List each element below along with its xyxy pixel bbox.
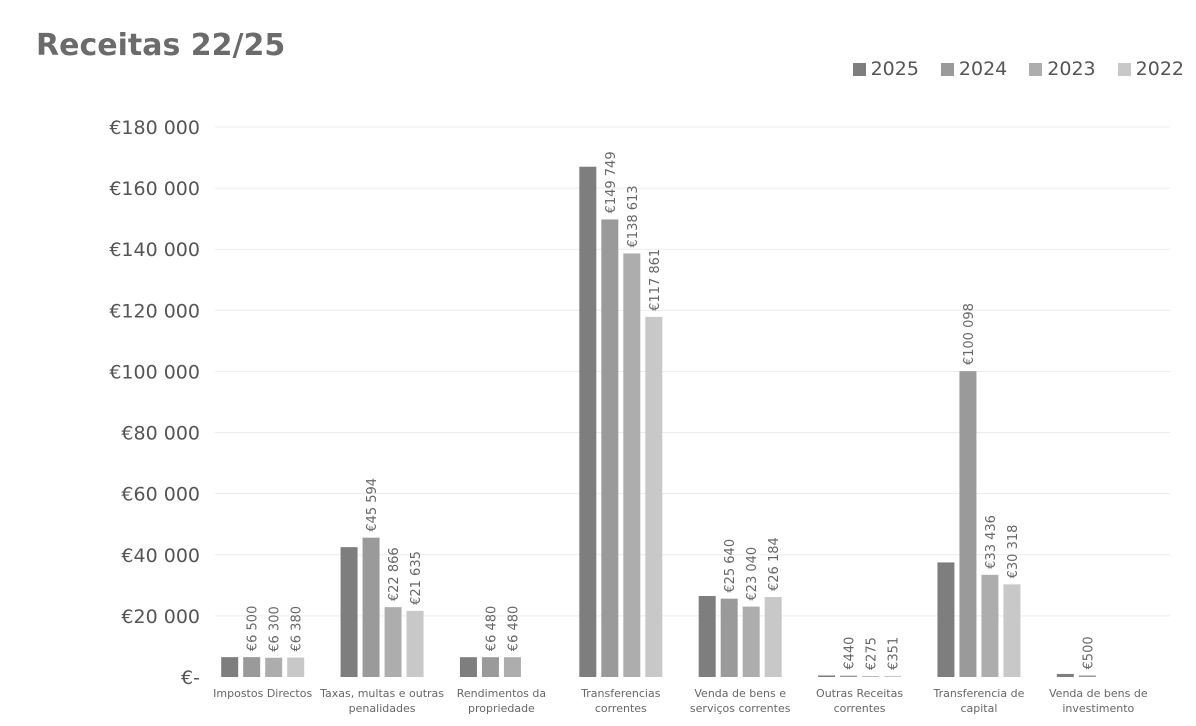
bar-2023 xyxy=(265,657,283,677)
x-tick-label: Impostos Directos xyxy=(213,687,312,700)
bar-2024 xyxy=(720,598,738,677)
bar-2025 xyxy=(698,596,716,677)
bar-2024 xyxy=(840,675,858,677)
data-label: €440 xyxy=(843,637,858,670)
legend-label: 2025 xyxy=(870,58,919,80)
legend-item-2025: 2025 xyxy=(852,58,919,80)
bar-2023 xyxy=(981,574,999,677)
data-label: €6 300 xyxy=(268,606,283,652)
bar-2022 xyxy=(884,675,902,677)
bar-2022 xyxy=(406,610,424,677)
x-tick-label: Venda de bens de xyxy=(1049,687,1148,700)
bar-2023 xyxy=(384,607,402,677)
x-tick-label: correntes xyxy=(595,702,647,715)
data-label: €30 318 xyxy=(1006,525,1021,579)
bar-2025 xyxy=(221,657,239,677)
chart-title: Receitas 22/25 xyxy=(36,28,286,63)
legend-item-2023: 2023 xyxy=(1029,58,1096,80)
legend: 2025 2024 2023 2022 xyxy=(852,58,1184,80)
y-tick-label: €- xyxy=(181,667,200,689)
bar-2023 xyxy=(503,657,521,677)
data-label: €22 866 xyxy=(387,547,402,601)
legend-label: 2023 xyxy=(1047,58,1096,80)
x-tick-label: propriedade xyxy=(468,702,535,715)
data-label: €149 749 xyxy=(604,151,619,213)
legend-swatch xyxy=(852,62,866,76)
legend-swatch xyxy=(1117,62,1131,76)
data-label: €21 635 xyxy=(409,551,424,605)
bar-2022 xyxy=(1003,584,1021,677)
bar-2022 xyxy=(645,316,663,677)
legend-label: 2024 xyxy=(958,58,1008,80)
data-label: €500 xyxy=(1081,636,1096,669)
data-label: €6 480 xyxy=(506,606,521,652)
y-tick-label: €80 000 xyxy=(121,423,200,445)
x-tick-label: capital xyxy=(960,702,997,715)
bar-2024 xyxy=(243,657,261,677)
bar-2025 xyxy=(1056,673,1074,677)
bar-2024 xyxy=(601,219,619,678)
legend-label: 2022 xyxy=(1135,58,1184,80)
bar-2025 xyxy=(459,657,477,677)
bar-2025 xyxy=(937,562,955,677)
bar-2023 xyxy=(862,676,880,677)
x-tick-label: Rendimentos da xyxy=(457,687,546,700)
y-tick-label: €140 000 xyxy=(109,239,200,261)
bar-2024 xyxy=(1078,675,1096,677)
data-label: €45 594 xyxy=(365,478,380,532)
legend-swatch xyxy=(940,62,954,76)
bar-2024 xyxy=(481,657,499,677)
data-label: €6 500 xyxy=(246,606,261,652)
legend-swatch xyxy=(1029,62,1043,76)
x-tick-label: Transferencia de xyxy=(933,687,1025,700)
bar-2025 xyxy=(818,675,836,677)
x-tick-label: Transferencias xyxy=(580,687,661,700)
data-label: €33 436 xyxy=(984,515,999,569)
x-tick-label: Outras Receitas xyxy=(816,687,903,700)
y-tick-label: €180 000 xyxy=(109,117,200,139)
data-label: €351 xyxy=(887,637,902,670)
bar-2022 xyxy=(287,657,305,677)
data-label: €6 380 xyxy=(290,606,305,652)
y-tick-label: €60 000 xyxy=(121,484,200,506)
data-label: €138 613 xyxy=(626,185,641,247)
data-label: €100 098 xyxy=(962,303,977,365)
bar-2024 xyxy=(959,371,977,677)
x-tick-label: penalidades xyxy=(349,702,416,715)
y-tick-label: €20 000 xyxy=(121,606,200,628)
data-label: €6 480 xyxy=(484,606,499,652)
y-tick-label: €40 000 xyxy=(121,545,200,567)
bar-2023 xyxy=(742,606,760,677)
data-label: €26 184 xyxy=(767,537,782,591)
x-tick-label: investimento xyxy=(1062,702,1134,715)
x-tick-label: Taxas, multas e outras xyxy=(319,687,444,700)
legend-item-2024: 2024 xyxy=(940,58,1008,80)
data-label: €25 640 xyxy=(723,539,738,593)
bar-2025 xyxy=(340,547,358,677)
bar-2025 xyxy=(579,166,597,677)
data-label: €117 861 xyxy=(648,249,663,311)
y-tick-label: €120 000 xyxy=(109,300,200,322)
x-tick-label: serviços correntes xyxy=(690,702,791,715)
y-tick-label: €160 000 xyxy=(109,178,200,200)
data-label: €23 040 xyxy=(745,547,760,601)
bar-2023 xyxy=(623,253,641,678)
data-label: €275 xyxy=(865,637,880,670)
y-tick-label: €100 000 xyxy=(109,361,200,383)
x-tick-label: correntes xyxy=(834,702,886,715)
bar-2024 xyxy=(362,537,380,677)
x-tick-label: Venda de bens e xyxy=(694,687,786,700)
legend-item-2022: 2022 xyxy=(1117,58,1184,80)
bar-2022 xyxy=(764,596,782,677)
